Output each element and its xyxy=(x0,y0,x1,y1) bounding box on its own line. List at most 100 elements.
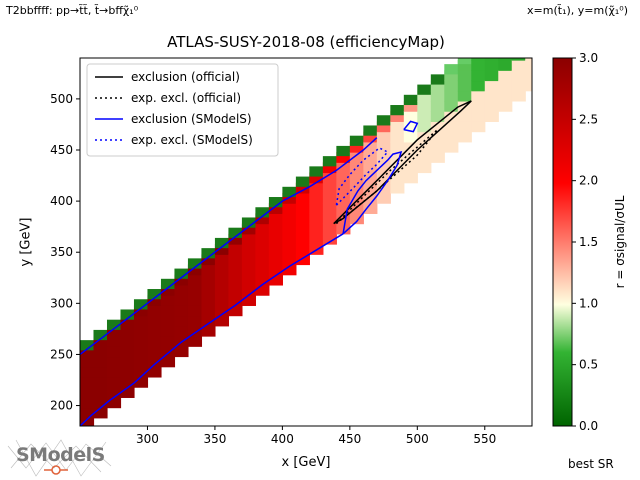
axes-definition: x=m(t̃₁), y=m(χ̃₁⁰) xyxy=(527,4,628,17)
heatmap-cell xyxy=(444,121,459,133)
heatmap-cell xyxy=(160,356,176,368)
heatmap-cell xyxy=(255,213,270,225)
heatmap-cell-edge xyxy=(120,309,135,320)
heatmap-cell xyxy=(282,213,297,225)
heatmap-cell xyxy=(336,192,351,204)
heatmap-cell xyxy=(241,295,256,306)
heatmap-cell xyxy=(282,254,297,266)
heatmap-cell xyxy=(525,80,532,92)
heatmap-cell xyxy=(214,305,230,317)
heatmap-cell xyxy=(160,325,176,337)
heatmap-cell xyxy=(147,295,162,306)
heatmap-cell xyxy=(228,254,243,266)
heatmap-cell-edge xyxy=(187,258,203,269)
legend-label-official-exclusion: exclusion (official) xyxy=(131,70,240,84)
heatmap-cell xyxy=(295,233,310,245)
y-tick-label: 350 xyxy=(50,245,73,259)
heatmap-cell-edge xyxy=(417,84,432,95)
heatmap-cell xyxy=(322,223,337,235)
heatmap-cell-edge xyxy=(201,248,216,259)
heatmap-cell xyxy=(255,223,270,235)
heatmap-cell xyxy=(80,387,95,398)
heatmap-cell xyxy=(255,284,270,296)
heatmap-cell xyxy=(160,336,176,347)
heatmap-cell xyxy=(214,284,230,296)
heatmap-cell xyxy=(120,366,135,378)
heatmap-cell xyxy=(430,152,445,163)
heatmap-cell xyxy=(430,141,445,153)
heatmap-cell xyxy=(282,264,297,276)
heatmap-cell xyxy=(133,366,149,378)
heatmap-cell xyxy=(525,29,539,40)
heatmap-cell xyxy=(309,203,324,214)
heatmap-cell xyxy=(309,172,324,184)
heatmap-cell xyxy=(349,192,364,204)
heatmap-cell-edge xyxy=(133,299,149,310)
heatmap-cell xyxy=(174,346,189,358)
heatmap-cell xyxy=(133,315,149,327)
heatmap-cell-edge xyxy=(322,156,337,167)
heatmap-cell xyxy=(444,111,459,122)
heatmap-cell xyxy=(525,70,532,82)
heatmap-cell xyxy=(228,264,243,276)
heatmap-cell xyxy=(160,346,176,358)
heatmap-cell-edge xyxy=(106,319,122,330)
heatmap-cell xyxy=(80,356,95,368)
heatmap-cell xyxy=(228,295,243,306)
heatmap-cell xyxy=(322,162,337,174)
heatmap-cell xyxy=(93,366,108,378)
heatmap-cell xyxy=(282,233,297,245)
heatmap-cell xyxy=(241,223,256,235)
heatmap-cell xyxy=(484,60,499,71)
heatmap-cell xyxy=(390,131,405,143)
heatmap-cell xyxy=(106,325,122,337)
heatmap-cell xyxy=(80,417,95,426)
heatmap-cell-edge xyxy=(349,135,364,146)
smodels-logo xyxy=(7,439,112,477)
heatmap-cell xyxy=(187,305,203,317)
heatmap-cell xyxy=(457,111,472,122)
heatmap-cell xyxy=(174,325,189,337)
heatmap-cell xyxy=(106,376,122,388)
smodels-exclusion-inner-curve xyxy=(342,150,403,235)
heatmap-cell xyxy=(322,192,337,204)
heatmap-cell xyxy=(174,315,189,327)
heatmap-cell xyxy=(295,213,310,225)
heatmap-cell xyxy=(241,284,256,296)
smodels-exclusion-upper-curve xyxy=(80,137,378,355)
heatmap-cell xyxy=(511,60,526,71)
heatmap-cell xyxy=(214,254,230,266)
smodels-exclusion-island xyxy=(403,120,419,133)
heatmap-cell xyxy=(147,305,162,317)
heatmap-cell xyxy=(484,80,499,92)
heatmap-cell xyxy=(133,336,149,347)
y-tick-label: 250 xyxy=(50,347,73,361)
heatmap-cell xyxy=(309,192,324,204)
heatmap-cell xyxy=(120,376,135,388)
heatmap-cell xyxy=(430,100,445,112)
heatmap-cell xyxy=(349,141,364,153)
smodels-expected-curve xyxy=(335,147,389,206)
heatmap-cell-edge xyxy=(430,74,445,85)
heatmap-cell xyxy=(187,325,203,337)
heatmap-cell xyxy=(471,121,486,133)
heatmap-cell xyxy=(106,356,122,368)
heatmap-cell xyxy=(201,325,216,337)
heatmap-cell-edge xyxy=(485,33,499,43)
colorbar-tick-label: 0.0 xyxy=(579,419,598,433)
heatmap-cell xyxy=(349,172,364,184)
heatmap-cell xyxy=(498,100,513,112)
heatmap-cell xyxy=(484,58,499,61)
heatmap-cell xyxy=(417,100,432,112)
heatmap-cell xyxy=(363,152,378,163)
x-axis-label: x [GeV] xyxy=(281,455,331,470)
colorbar-tick-label: 3.0 xyxy=(579,51,598,65)
colorbar: 0.0 0.5 1.0 1.5 2.0 2.5 3.0 xyxy=(552,51,598,433)
heatmap-cell xyxy=(525,9,539,20)
heatmap-cell xyxy=(403,111,418,122)
heatmap-cell-edge xyxy=(268,197,283,208)
x-tick-label: 450 xyxy=(338,432,361,446)
heatmap-cell-edge xyxy=(255,207,270,218)
heatmap-cell xyxy=(255,244,270,255)
